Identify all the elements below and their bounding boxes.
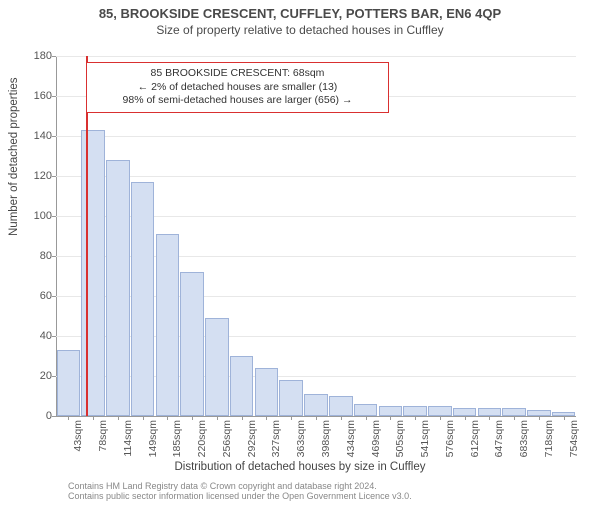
xtick-mark (68, 416, 69, 420)
ytick-mark (52, 56, 56, 57)
histogram-bar (304, 394, 328, 416)
xtick-label: 327sqm (270, 420, 282, 457)
xtick-label: 363sqm (295, 420, 307, 457)
xtick-label: 576sqm (444, 420, 456, 457)
ytick-label: 0 (14, 410, 52, 422)
footer-line2: Contains public sector information licen… (68, 492, 412, 502)
xtick-label: 469sqm (370, 420, 382, 457)
xtick-label: 185sqm (171, 420, 183, 457)
histogram-bar (255, 368, 279, 416)
xtick-mark (118, 416, 119, 420)
ytick-label: 180 (14, 50, 52, 62)
xtick-label: 434sqm (345, 420, 357, 457)
xtick-mark (415, 416, 416, 420)
xtick-mark (291, 416, 292, 420)
xtick-mark (242, 416, 243, 420)
xtick-mark (465, 416, 466, 420)
xtick-mark (390, 416, 391, 420)
ytick-label: 80 (14, 250, 52, 262)
gridline (56, 176, 576, 177)
ytick-label: 60 (14, 290, 52, 302)
xtick-label: 114sqm (122, 420, 134, 457)
ytick-mark (52, 336, 56, 337)
chart-subtitle: Size of property relative to detached ho… (0, 23, 600, 37)
xtick-mark (167, 416, 168, 420)
histogram-bar (403, 406, 427, 416)
histogram-bar (428, 406, 452, 416)
ytick-label: 40 (14, 330, 52, 342)
xtick-label: 292sqm (246, 420, 258, 457)
xtick-mark (514, 416, 515, 420)
xtick-label: 78sqm (97, 420, 109, 452)
xtick-label: 647sqm (493, 420, 505, 457)
annotation-box: 85 BROOKSIDE CRESCENT: 68sqm← 2% of deta… (86, 62, 389, 113)
annotation-line2: ← 2% of detached houses are smaller (13) (95, 81, 380, 95)
annotation-line1: 85 BROOKSIDE CRESCENT: 68sqm (95, 67, 380, 81)
histogram-bar (279, 380, 303, 416)
xtick-mark (539, 416, 540, 420)
xtick-label: 398sqm (320, 420, 332, 457)
plot-area: 02040608010012014016018043sqm78sqm114sqm… (56, 56, 576, 416)
xtick-mark (489, 416, 490, 420)
xtick-mark (316, 416, 317, 420)
histogram-bar (180, 272, 204, 416)
histogram-bar (478, 408, 502, 416)
ytick-mark (52, 296, 56, 297)
histogram-bar (57, 350, 81, 416)
y-axis-label: Number of detached properties (8, 77, 20, 236)
xtick-mark (440, 416, 441, 420)
histogram-bar (354, 404, 378, 416)
xtick-label: 149sqm (147, 420, 159, 457)
footer-attribution: Contains HM Land Registry data © Crown c… (68, 482, 412, 502)
xtick-mark (564, 416, 565, 420)
xtick-mark (192, 416, 193, 420)
annotation-line3: 98% of semi-detached houses are larger (… (95, 94, 380, 108)
gridline (56, 136, 576, 137)
xtick-label: 541sqm (419, 420, 431, 457)
histogram-bar (205, 318, 229, 416)
xtick-label: 220sqm (196, 420, 208, 457)
xtick-label: 754sqm (568, 420, 580, 457)
xtick-label: 718sqm (543, 420, 555, 457)
xtick-label: 505sqm (394, 420, 406, 457)
xtick-label: 256sqm (221, 420, 233, 457)
ytick-mark (52, 376, 56, 377)
histogram-bar (453, 408, 477, 416)
ytick-mark (52, 176, 56, 177)
xtick-mark (366, 416, 367, 420)
xtick-mark (217, 416, 218, 420)
histogram-bar (502, 408, 526, 416)
ytick-mark (52, 136, 56, 137)
ytick-mark (52, 216, 56, 217)
histogram-bar (329, 396, 353, 416)
xtick-label: 43sqm (72, 420, 84, 452)
xtick-label: 683sqm (518, 420, 530, 457)
gridline (56, 56, 576, 57)
ytick-mark (52, 256, 56, 257)
xtick-mark (266, 416, 267, 420)
histogram-bar (106, 160, 130, 416)
ytick-label: 20 (14, 370, 52, 382)
chart-area: 02040608010012014016018043sqm78sqm114sqm… (56, 56, 576, 416)
x-axis-label: Distribution of detached houses by size … (0, 461, 600, 473)
histogram-bar (230, 356, 254, 416)
histogram-bar (379, 406, 403, 416)
chart-title: 85, BROOKSIDE CRESCENT, CUFFLEY, POTTERS… (0, 6, 600, 21)
histogram-bar (131, 182, 155, 416)
ytick-mark (52, 96, 56, 97)
xtick-mark (93, 416, 94, 420)
xtick-label: 612sqm (469, 420, 481, 457)
xtick-mark (143, 416, 144, 420)
xtick-mark (341, 416, 342, 420)
histogram-bar (156, 234, 180, 416)
ytick-mark (52, 416, 56, 417)
